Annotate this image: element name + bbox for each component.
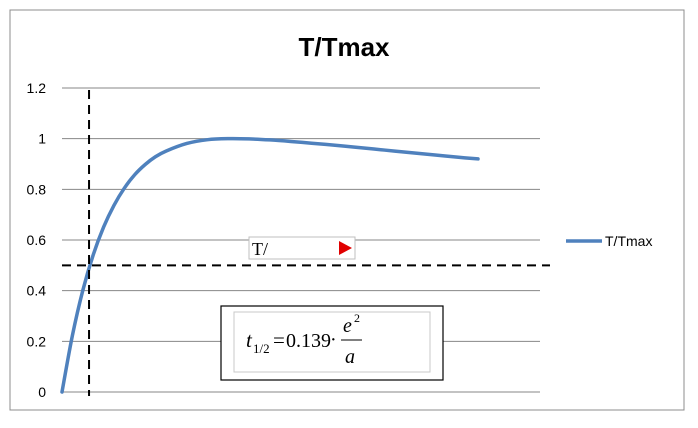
formula-equals: =: [273, 328, 285, 352]
formula-exponent: 2: [354, 311, 360, 325]
label-box: T/: [248, 236, 356, 260]
formula-coefficient: 0.139: [286, 330, 331, 352]
y-tick-label: 0.8: [27, 181, 47, 197]
formula-box: t 1/2 = 0.139 · e 2 a: [220, 305, 444, 381]
y-tick-label: 0.2: [27, 333, 47, 349]
label-box-text: T/: [252, 239, 268, 259]
legend-label: T/Tmax: [605, 233, 652, 249]
formula-box-inner: [233, 311, 431, 373]
play-arrow-icon: [339, 241, 352, 255]
y-tick-label: 0.4: [27, 283, 47, 299]
y-axis-ticks: 0 0.2 0.4 0.6 0.8 1 1.2: [27, 80, 47, 400]
label-box-frame: [248, 236, 356, 260]
y-tick-label: 0.6: [27, 232, 47, 248]
formula-numerator: e: [343, 315, 352, 337]
series-line: [60, 136, 480, 394]
y-tick-label: 0: [38, 384, 46, 400]
y-tick-label: 1.2: [27, 80, 47, 96]
formula-lhs-base: t: [246, 328, 253, 352]
formula-denominator: a: [345, 346, 355, 368]
y-tick-label: 1: [38, 131, 46, 147]
chart-title: T/Tmax: [298, 32, 390, 62]
grid-lines: [62, 87, 540, 342]
formula-dot: ·: [330, 329, 337, 351]
legend: T/Tmax: [566, 233, 652, 249]
formula-lhs-sub: 1/2: [253, 341, 270, 356]
